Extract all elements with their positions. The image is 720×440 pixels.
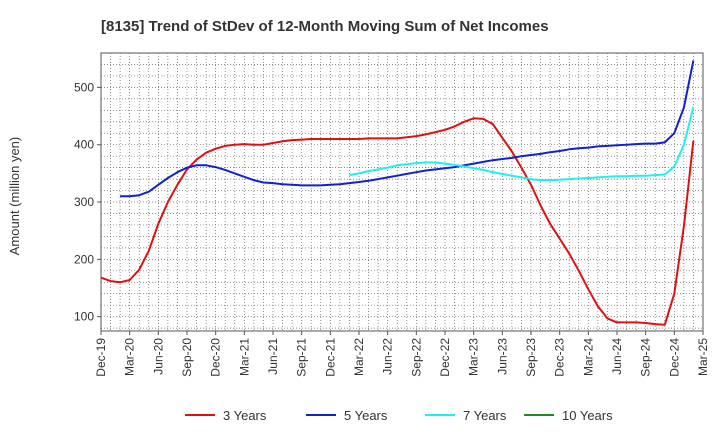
- legend-label: 10 Years: [562, 408, 613, 423]
- x-tick-label: Sep-24: [639, 338, 653, 377]
- x-tick-label: Sep-22: [409, 338, 423, 377]
- x-tick-label: Jun-21: [266, 338, 280, 375]
- x-tick-label: Dec-19: [94, 338, 108, 377]
- y-tick-label: 500: [74, 80, 94, 94]
- y-axis: 100 200 300 400 500: [74, 80, 101, 324]
- legend-item-5-years: 5 Years: [306, 408, 388, 423]
- series-line-7-years: [349, 106, 695, 182]
- x-tick-label: Dec-24: [667, 338, 681, 377]
- x-tick-label: Mar-22: [352, 338, 366, 376]
- x-tick-label: Dec-20: [209, 338, 223, 377]
- x-tick-label: Mar-23: [467, 338, 481, 376]
- legend: 3 Years 5 Years 7 Years 10 Years: [185, 408, 613, 423]
- series-line-3-years: [100, 117, 695, 326]
- x-tick-label: Jun-24: [610, 338, 624, 375]
- x-tick-label: Jun-23: [495, 338, 509, 375]
- x-tick-label: Mar-21: [237, 338, 251, 376]
- legend-label: 3 Years: [223, 408, 267, 423]
- grid: [100, 52, 704, 331]
- legend-label: 5 Years: [344, 408, 388, 423]
- y-tick-label: 400: [74, 138, 94, 152]
- x-tick-label: Mar-25: [696, 338, 710, 376]
- x-tick-label: Dec-22: [438, 338, 452, 377]
- x-tick-label: Mar-20: [123, 338, 137, 376]
- x-axis: Dec-19 Mar-20 Jun-20 Sep-20 Dec-20 Mar-21 Jun-…: [94, 331, 710, 377]
- legend-item-10-years: 10 Years: [524, 408, 613, 423]
- x-tick-label: Dec-21: [323, 338, 337, 377]
- legend-item-7-years: 7 Years: [425, 408, 507, 423]
- legend-label: 7 Years: [463, 408, 507, 423]
- x-tick-label: Jun-20: [151, 338, 165, 375]
- x-tick-label: Mar-24: [581, 338, 595, 376]
- x-tick-label: Sep-23: [524, 338, 538, 377]
- series-line-5-years: [120, 60, 695, 198]
- y-tick-label: 200: [74, 252, 94, 266]
- y-tick-label: 300: [74, 195, 94, 209]
- plot-area: [100, 52, 704, 332]
- x-tick-label: Dec-23: [553, 338, 567, 377]
- x-tick-label: Sep-20: [180, 338, 194, 377]
- legend-item-3-years: 3 Years: [185, 408, 267, 423]
- y-axis-title: Amount (million yen): [7, 137, 22, 256]
- x-tick-label: Sep-21: [295, 338, 309, 377]
- x-tick-label: Jun-22: [381, 338, 395, 375]
- series-layer: [100, 60, 695, 326]
- y-tick-label: 100: [74, 310, 94, 324]
- chart-title: [8135] Trend of StDev of 12-Month Moving…: [101, 18, 549, 35]
